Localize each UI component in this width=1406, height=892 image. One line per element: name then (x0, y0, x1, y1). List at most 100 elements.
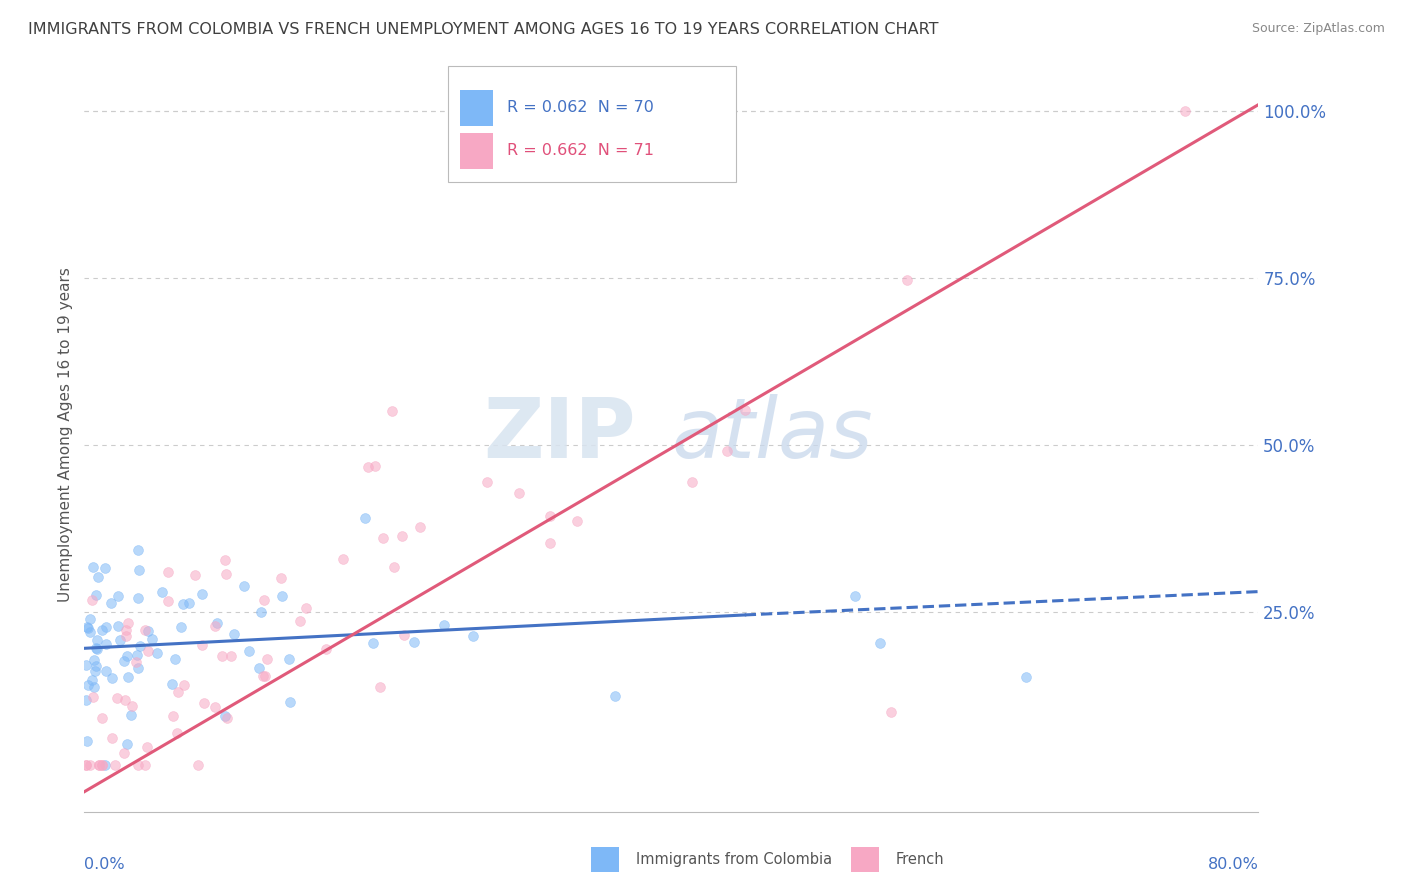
Point (172, 597, 194, 611)
Text: 0.0%: 0.0% (84, 857, 125, 872)
Point (91, 758, 114, 772)
Point (193, 696, 215, 710)
Point (191, 638, 214, 652)
Point (107, 589, 129, 603)
Point (162, 708, 184, 723)
Point (105, 690, 128, 705)
Point (124, 655, 146, 669)
Point (127, 542, 149, 557)
Point (82, 559, 104, 574)
Point (115, 623, 138, 637)
Point (461, 630, 484, 644)
Point (681, 475, 703, 489)
Point (94, 664, 117, 678)
FancyBboxPatch shape (460, 89, 494, 126)
Text: ZIP: ZIP (484, 394, 636, 475)
Point (134, 624, 156, 638)
Point (238, 643, 260, 657)
Point (384, 560, 406, 574)
Point (93, 560, 115, 574)
Point (114, 654, 136, 668)
Point (115, 737, 138, 751)
Point (252, 669, 274, 683)
Point (538, 535, 561, 549)
Point (211, 648, 233, 663)
Point (93, 758, 115, 772)
Point (129, 639, 152, 653)
Text: French: French (896, 852, 945, 867)
Point (160, 677, 183, 691)
Point (75, 758, 97, 772)
Point (134, 758, 156, 772)
Point (79, 758, 101, 772)
Point (90, 711, 112, 725)
Point (141, 632, 163, 647)
Point (91, 623, 114, 637)
Point (128, 563, 150, 577)
Point (278, 695, 301, 709)
Point (120, 708, 142, 723)
Point (219, 648, 242, 663)
Point (477, 475, 499, 490)
Point (250, 605, 273, 619)
Point (371, 531, 394, 545)
Point (114, 747, 136, 761)
Point (394, 628, 416, 642)
Point (87, 758, 110, 772)
Point (84, 641, 107, 656)
Point (156, 565, 179, 579)
Point (271, 590, 294, 604)
Point (80, 593, 103, 607)
Point (79, 625, 101, 640)
Point (77, 678, 100, 692)
Point (1174, 104, 1197, 119)
Point (84, 588, 107, 602)
Point (404, 634, 426, 648)
Point (187, 758, 209, 772)
Point (91, 758, 114, 772)
Point (82, 690, 104, 704)
Point (315, 641, 337, 656)
Point (295, 601, 318, 615)
Point (353, 510, 375, 524)
Text: IMMIGRANTS FROM COLOMBIA VS FRENCH UNEMPLOYMENT AMONG AGES 16 TO 19 YEARS CORREL: IMMIGRANTS FROM COLOMBIA VS FRENCH UNEMP… (28, 22, 939, 37)
Point (896, 273, 918, 287)
Point (381, 404, 404, 418)
Point (716, 444, 738, 458)
Point (288, 614, 311, 628)
Text: Immigrants from Colombia: Immigrants from Colombia (636, 852, 831, 867)
Point (127, 661, 149, 675)
Point (87, 758, 110, 772)
Point (432, 617, 454, 632)
Point (205, 615, 228, 630)
Point (127, 758, 149, 772)
Point (135, 740, 157, 755)
Text: Source: ZipAtlas.com: Source: ZipAtlas.com (1251, 22, 1385, 36)
Point (363, 635, 385, 649)
Point (204, 700, 226, 714)
Point (204, 619, 226, 633)
Point (101, 672, 124, 686)
Point (391, 529, 413, 543)
Point (87, 570, 110, 584)
Text: R = 0.062  N = 70: R = 0.062 N = 70 (508, 100, 654, 115)
Point (76, 620, 98, 634)
Point (253, 592, 276, 607)
Point (86, 658, 108, 673)
Point (869, 636, 891, 650)
Point (166, 685, 188, 699)
Point (75, 758, 97, 772)
Point (76, 734, 98, 748)
Text: 80.0%: 80.0% (1208, 857, 1258, 872)
Point (1015, 670, 1038, 684)
Text: R = 0.662  N = 71: R = 0.662 N = 71 (508, 144, 654, 158)
FancyBboxPatch shape (449, 65, 735, 182)
Point (86, 633, 108, 648)
Point (125, 648, 148, 663)
Point (117, 649, 139, 664)
Point (80, 673, 103, 687)
Point (86, 641, 108, 656)
Point (332, 551, 354, 566)
Point (215, 711, 238, 725)
Point (100, 597, 122, 611)
